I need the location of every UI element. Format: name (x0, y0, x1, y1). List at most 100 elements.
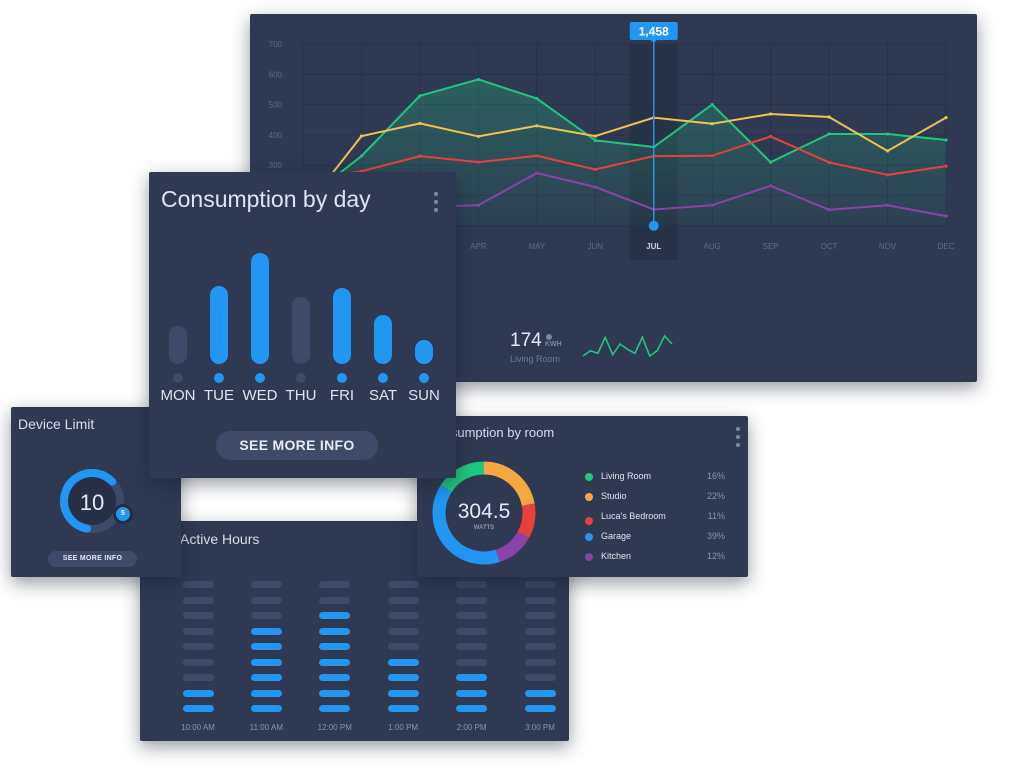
hour-slot[interactable] (456, 596, 488, 604)
legend-item[interactable]: Kitchen 12% (585, 551, 725, 565)
hour-slot[interactable] (387, 674, 419, 681)
hour-slot[interactable] (250, 627, 282, 635)
hour-slot[interactable] (524, 581, 556, 588)
hour-slot[interactable] (250, 658, 282, 666)
hour-slot[interactable] (182, 658, 214, 666)
day-dot (419, 373, 429, 383)
series-point (827, 115, 831, 119)
hour-slot[interactable] (456, 643, 488, 650)
hour-slot[interactable] (182, 627, 214, 635)
hour-slot[interactable] (387, 643, 419, 650)
x-tick-label: SEP (763, 242, 779, 251)
hour-slot[interactable] (250, 612, 282, 619)
hour-slot[interactable] (319, 689, 351, 697)
hour-slot[interactable] (456, 705, 488, 712)
series-line-1 (302, 112, 947, 212)
donut-slice (432, 461, 536, 565)
hour-slot[interactable] (524, 627, 556, 635)
hour-slot[interactable] (182, 689, 214, 697)
hour-slot[interactable] (250, 689, 282, 697)
hour-slot[interactable] (524, 674, 556, 681)
legend-item[interactable]: Studio 22% (585, 491, 725, 505)
day-bar[interactable] (415, 340, 433, 364)
hour-slot[interactable] (319, 658, 351, 666)
tooltip-arrow (650, 40, 657, 43)
hour-slot[interactable] (319, 612, 351, 619)
room-menu-icon[interactable] (736, 427, 740, 451)
x-tick-label: DEC (938, 242, 955, 251)
series-point (418, 154, 422, 158)
series-point (535, 124, 539, 128)
y-tick-label: 500 (269, 101, 283, 110)
hour-slot[interactable] (319, 674, 351, 681)
day-bar[interactable] (169, 326, 187, 364)
hour-slot[interactable] (456, 627, 488, 635)
device-limit-value: 10 (79, 490, 105, 515)
hour-slot[interactable] (387, 705, 419, 712)
room-donut-chart[interactable] (429, 458, 539, 568)
hour-slot[interactable] (182, 643, 214, 650)
hour-slot[interactable] (456, 658, 488, 666)
day-dot (255, 373, 265, 383)
donut-slice (432, 461, 536, 565)
day-bar[interactable] (333, 288, 351, 364)
day-bar[interactable] (374, 315, 392, 364)
hour-slot[interactable] (524, 596, 556, 604)
hour-slot[interactable] (319, 643, 351, 650)
hour-slot[interactable] (524, 612, 556, 619)
x-tick-label: AUG (704, 242, 721, 251)
day-menu-icon[interactable] (434, 192, 438, 216)
hour-slot[interactable] (456, 689, 488, 697)
series-point (418, 94, 422, 98)
hour-slot[interactable] (387, 612, 419, 619)
hour-slot[interactable] (250, 581, 282, 588)
hour-slot[interactable] (250, 596, 282, 604)
legend-dot-icon (585, 553, 593, 561)
hour-slot[interactable] (456, 581, 488, 588)
day-bar[interactable] (251, 253, 269, 364)
legend-pct: 11% (707, 511, 725, 521)
hour-slot[interactable] (319, 581, 351, 588)
monthly-line-chart[interactable]: 700600500400300JANFEBMARAPRMAYJUNJULAUGS… (250, 14, 977, 382)
day-dot (337, 373, 347, 383)
legend-item[interactable]: Living Room 16% (585, 471, 725, 485)
hour-slot[interactable] (524, 689, 556, 697)
day-dot (173, 373, 183, 383)
hour-slot[interactable] (387, 689, 419, 697)
hour-slot[interactable] (387, 658, 419, 666)
hour-slot[interactable] (319, 627, 351, 635)
hour-slot[interactable] (524, 643, 556, 650)
legend-item[interactable]: Garage 39% (585, 531, 725, 545)
hour-slot[interactable] (250, 674, 282, 681)
hour-slot[interactable] (387, 581, 419, 588)
hour-slot[interactable] (456, 674, 488, 681)
x-tick-label: JUN (587, 242, 603, 251)
legend-item[interactable]: Luca's Bedroom 11% (585, 511, 725, 525)
hour-slot[interactable] (524, 705, 556, 712)
day-see-more-button[interactable]: SEE MORE INFO (216, 431, 378, 460)
hour-slot[interactable] (182, 705, 214, 712)
hour-slot[interactable] (182, 674, 214, 681)
series-point (359, 154, 364, 158)
y-tick-label: 400 (269, 131, 283, 140)
day-bar[interactable] (292, 297, 310, 364)
series-point (476, 160, 480, 164)
legend-dot-icon (585, 493, 593, 501)
day-bar[interactable] (210, 286, 228, 364)
hour-slot[interactable] (250, 705, 282, 712)
hour-slot[interactable] (250, 643, 282, 650)
hour-slot[interactable] (182, 596, 214, 604)
hour-slot[interactable] (319, 596, 351, 604)
device-see-more-button[interactable]: SEE MORE INFO (48, 551, 137, 567)
hour-slot[interactable] (387, 627, 419, 635)
hour-slot[interactable] (456, 612, 488, 619)
series-point (769, 134, 773, 139)
day-card-title: Consumption by day (161, 186, 371, 212)
hour-slot[interactable] (319, 705, 351, 712)
room-card-title: Consumption by room (427, 425, 555, 440)
hour-slot[interactable] (182, 612, 214, 619)
hour-slot[interactable] (387, 596, 419, 604)
hour-slot[interactable] (182, 581, 214, 588)
series-line-0 (302, 78, 947, 203)
hour-slot[interactable] (524, 658, 556, 666)
